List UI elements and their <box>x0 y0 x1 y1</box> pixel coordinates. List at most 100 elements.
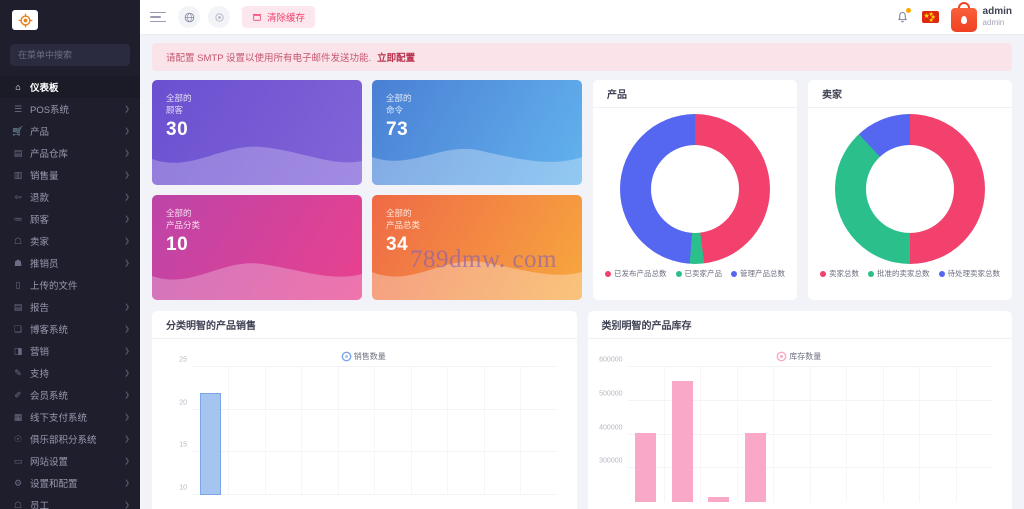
stat-card-orders[interactable]: 全部的 命令 73 <box>372 80 582 185</box>
topbar: 清除缓存 ★ ★ ★ ★ <box>140 0 1024 35</box>
bar[interactable] <box>708 496 730 502</box>
bar-slot <box>228 367 264 495</box>
gridline-vertical <box>447 367 449 495</box>
sidebar-item-label: 产品仓库 <box>30 149 69 160</box>
bar-slot <box>810 367 846 502</box>
bar[interactable] <box>199 392 221 495</box>
points-icon: ☉ <box>13 433 23 444</box>
sidebar-item-support[interactable]: ✎ 支持 ❯ <box>0 362 140 384</box>
legend-item[interactable]: 卖家总数 <box>820 268 859 279</box>
bag-handle <box>957 2 970 13</box>
chevron-right-icon: ❯ <box>124 194 130 201</box>
bar[interactable] <box>744 432 766 502</box>
sidebar-item-membership[interactable]: ✐ 会员系统 ❯ <box>0 384 140 406</box>
sidebar-item-marketing[interactable]: ◨ 营销 ❯ <box>0 340 140 362</box>
sidebar-item-sales[interactable]: ▥ 销售量 ❯ <box>0 164 140 186</box>
sidebar-item-warehouse[interactable]: ▤ 产品仓库 ❯ <box>0 142 140 164</box>
help-button[interactable] <box>178 6 200 28</box>
chart-area-sales: 25 20 15 10 <box>152 357 577 495</box>
settings-button[interactable] <box>208 6 230 28</box>
legend-swatch <box>938 270 945 277</box>
y-axis-tick: 400000 <box>599 424 623 431</box>
logo-gear-icon <box>18 13 32 27</box>
sidebar-item-label: 博客系统 <box>30 325 69 336</box>
gridline-vertical <box>882 367 884 502</box>
brand-logo[interactable] <box>0 0 140 40</box>
bar-slot <box>265 367 301 495</box>
stat-card-product-types[interactable]: 全部的 产品总类 34 789dmw. com <box>372 195 582 300</box>
sidebar-item-label: 仪表板 <box>30 83 59 94</box>
sidebar-item-sellers[interactable]: ☖ 卖家 ❯ <box>0 230 140 252</box>
legend-item[interactable]: 待处理卖家总数 <box>938 268 1000 279</box>
user-meta: admin admin <box>983 6 1012 29</box>
donut-legend-sellers: 卖家总数 批准的卖家总数 待处理卖家总数 <box>808 264 1012 285</box>
gridline-vertical <box>773 367 775 502</box>
clear-cache-button[interactable]: 清除缓存 <box>242 6 316 28</box>
gridline-vertical <box>663 367 665 502</box>
chevron-right-icon: ❯ <box>124 370 130 377</box>
sidebar-item-reports[interactable]: ▤ 报告 ❯ <box>0 296 140 318</box>
notifications-button[interactable] <box>895 8 911 25</box>
sidebar-item-uploaded-files[interactable]: ▯ 上传的文件 <box>0 274 140 296</box>
stat-cards: 全部的 顾客 30 全部的 命令 73 <box>152 80 582 300</box>
stat-card-prefix: 全部的 <box>166 208 192 218</box>
language-flag-icon[interactable]: ★ ★ ★ ★ <box>921 11 939 23</box>
legend-item[interactable]: 已卖家产品 <box>675 268 722 279</box>
gridline-vertical <box>700 367 702 502</box>
chevron-right-icon: ❯ <box>124 348 130 355</box>
bar[interactable] <box>671 380 693 502</box>
wave-decoration <box>152 263 362 300</box>
sidebar-item-offline-payment[interactable]: ▦ 线下支付系统 ❯ <box>0 406 140 428</box>
chevron-right-icon: ❯ <box>124 502 130 509</box>
bar-slot <box>338 367 374 495</box>
sidebar-item-staff[interactable]: ☖ 员工 ❯ <box>0 494 140 509</box>
y-axis-tick: 300000 <box>599 457 623 465</box>
legend-item[interactable]: 管理产品总数 <box>731 268 785 279</box>
sidebar-item-products[interactable]: 🛒 产品 ❯ <box>0 120 140 142</box>
sidebar-item-dashboard[interactable]: ⌂ 仪表板 <box>0 76 140 98</box>
search-input[interactable] <box>18 50 122 60</box>
sidebar-item-website-settings[interactable]: ▭ 网站设置 ❯ <box>0 450 140 472</box>
legend-label: 销售数量 <box>353 351 386 361</box>
sidebar-item-settings[interactable]: ⚙ 设置和配置 ❯ <box>0 472 140 494</box>
bar-slot <box>883 367 919 502</box>
panel-title: 卖家 <box>808 80 1012 108</box>
wave-decoration <box>372 261 582 300</box>
sidebar-item-blog[interactable]: ❏ 博客系统 ❯ <box>0 318 140 340</box>
trash-icon <box>252 14 262 21</box>
sidebar-item-label: 网站设置 <box>30 457 69 468</box>
legend-item[interactable]: 批准的卖家总数 <box>868 268 930 279</box>
gridline-vertical <box>955 367 957 502</box>
stat-card-customers[interactable]: 全部的 顾客 30 <box>152 80 362 185</box>
bar-series <box>628 367 993 502</box>
legend-swatch <box>342 352 350 360</box>
box-icon: ▤ <box>13 147 23 158</box>
sidebar-item-refunds[interactable]: ⇦ 退款 ❯ <box>0 186 140 208</box>
bar-slot <box>846 367 882 502</box>
home-icon: ⌂ <box>15 81 21 92</box>
chart-icon: ▥ <box>13 169 23 180</box>
sidebar-item-salesperson[interactable]: ☗ 推销员 ❯ <box>0 252 140 274</box>
sidebar-item-pos[interactable]: ☰ POS系统 ❯ <box>0 98 140 120</box>
sidebar-item-customers[interactable]: ≔ 顾客 ❯ <box>0 208 140 230</box>
stat-card-categories[interactable]: 全部的 产品分类 10 <box>152 195 362 300</box>
sidebar-search[interactable] <box>0 40 140 74</box>
main-area: 清除缓存 ★ ★ ★ ★ <box>140 0 1024 509</box>
sidebar-item-label: 设置和配置 <box>30 479 78 490</box>
bar-slot <box>700 367 736 502</box>
menu-toggle-icon[interactable] <box>150 10 168 24</box>
chevron-right-icon: ❯ <box>124 260 130 267</box>
search-box[interactable] <box>10 44 130 66</box>
chevron-right-icon: ❯ <box>124 392 130 399</box>
stat-card-title: 产品分类 <box>166 220 201 231</box>
smtp-alert-link[interactable]: 立即配置 <box>377 53 416 64</box>
smtp-alert-text: 请配置 SMTP 设置以使用所有电子邮件发送功能. <box>166 53 372 64</box>
user-menu[interactable]: admin admin <box>950 2 1012 32</box>
chevron-right-icon: ❯ <box>124 414 130 421</box>
sidebar-item-club-points[interactable]: ☉ 俱乐部积分系统 ❯ <box>0 428 140 450</box>
donut-ring <box>620 114 770 264</box>
user-icon: ☖ <box>13 235 23 246</box>
legend-item[interactable]: 已发布产品总数 <box>605 268 667 279</box>
bar[interactable] <box>635 432 657 502</box>
sidebar-item-label: 会员系统 <box>30 391 69 402</box>
